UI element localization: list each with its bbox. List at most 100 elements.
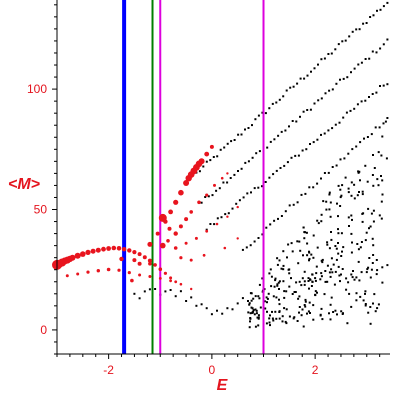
data-point	[261, 233, 264, 236]
data-point	[298, 280, 301, 283]
data-point	[296, 320, 299, 322]
data-point	[298, 311, 300, 314]
data-point	[278, 298, 280, 301]
data-point	[306, 109, 309, 111]
data-point	[271, 102, 274, 105]
data-point	[340, 310, 343, 313]
data-point	[304, 231, 306, 234]
data-point	[154, 288, 157, 290]
data-point	[106, 267, 111, 272]
data-point	[328, 247, 331, 250]
data-point	[342, 116, 345, 119]
data-point	[377, 303, 380, 306]
data-point	[138, 273, 142, 277]
data-point	[324, 92, 327, 95]
data-point	[163, 271, 167, 275]
data-point	[215, 189, 218, 192]
data-point	[288, 204, 291, 207]
data-point	[377, 184, 380, 187]
data-point	[364, 292, 366, 295]
data-point	[351, 218, 353, 221]
data-point	[312, 318, 315, 321]
data-point	[274, 279, 277, 282]
data-point	[286, 256, 288, 259]
data-point	[311, 273, 314, 276]
data-point	[90, 248, 96, 254]
data-point	[309, 312, 311, 314]
data-point	[300, 314, 303, 317]
data-point	[263, 300, 266, 303]
data-point	[339, 188, 342, 191]
data-point	[352, 270, 354, 272]
data-point	[178, 224, 183, 229]
data-point	[313, 67, 316, 70]
data-point	[371, 174, 374, 176]
data-point	[366, 180, 369, 183]
data-point	[353, 197, 356, 200]
data-point	[323, 57, 326, 60]
data-point	[298, 306, 301, 308]
data-point	[326, 264, 329, 267]
data-point	[301, 277, 304, 280]
data-point	[380, 200, 383, 203]
data-point	[127, 248, 132, 253]
data-point	[364, 290, 367, 293]
data-point	[347, 281, 350, 284]
data-point	[184, 241, 188, 245]
data-point	[347, 191, 350, 194]
data-point	[303, 270, 306, 273]
data-point	[342, 312, 344, 315]
data-point	[361, 220, 364, 223]
data-point	[65, 274, 69, 278]
data-point	[272, 319, 275, 322]
data-point	[257, 237, 260, 239]
data-point	[301, 149, 304, 152]
data-point	[117, 268, 121, 272]
data-point	[320, 220, 323, 223]
data-point	[266, 146, 269, 149]
data-point	[357, 248, 360, 251]
data-point	[238, 199, 241, 202]
data-point	[326, 241, 329, 244]
data-point	[285, 89, 288, 92]
data-point	[194, 236, 198, 240]
data-point	[340, 232, 343, 235]
data-point	[233, 139, 236, 141]
data-point	[247, 311, 250, 314]
data-point	[275, 296, 278, 299]
y-axis-label: <M>	[8, 176, 40, 193]
data-point	[235, 202, 238, 205]
data-point	[275, 317, 278, 320]
data-point	[198, 158, 205, 165]
data-point	[326, 280, 329, 283]
data-point	[339, 205, 342, 207]
data-point	[237, 170, 239, 172]
data-point	[282, 264, 285, 267]
data-point	[338, 121, 341, 124]
data-point	[331, 127, 334, 130]
data-point	[233, 173, 236, 176]
data-point	[364, 304, 367, 307]
data-point	[282, 250, 285, 253]
data-point	[302, 254, 304, 257]
data-point	[273, 285, 276, 288]
data-point	[258, 150, 261, 153]
data-point	[337, 215, 339, 218]
data-point	[271, 310, 273, 313]
data-point	[280, 215, 283, 217]
data-point	[305, 231, 308, 234]
data-point	[284, 320, 287, 323]
data-point	[269, 268, 272, 271]
data-point	[335, 164, 338, 167]
data-point	[341, 184, 344, 187]
data-point	[252, 309, 255, 312]
data-point	[333, 283, 336, 286]
data-point	[297, 262, 300, 265]
data-point	[379, 8, 382, 11]
data-point	[258, 283, 261, 286]
data-point	[371, 93, 374, 95]
data-point	[274, 310, 277, 313]
data-point	[367, 207, 370, 210]
data-point	[283, 307, 286, 310]
data-point	[143, 290, 146, 293]
